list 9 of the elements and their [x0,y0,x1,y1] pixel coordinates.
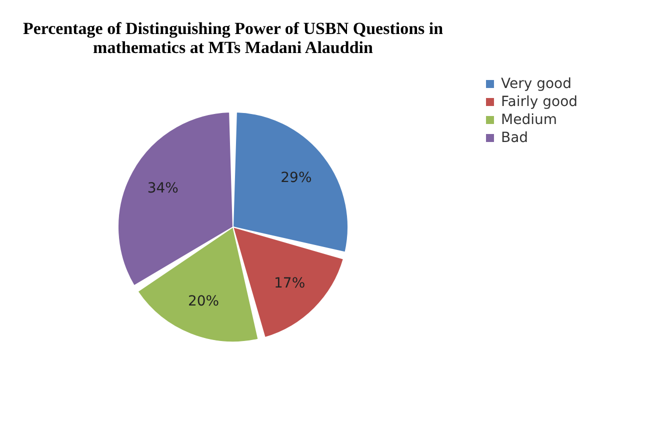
data-label: 17% [274,276,306,292]
legend-label: Bad [501,130,528,146]
legend-label: Very good [501,76,572,92]
data-label: 29% [280,170,312,186]
data-label: 20% [188,293,220,310]
chart-title: Percentage of Distinguishing Power of USBN Questions in mathematics at MTs Madani Alauddin [22,19,444,57]
legend-label: Medium [501,112,557,128]
data-label: 34% [147,180,178,196]
legend-label: Fairly good [501,94,578,110]
